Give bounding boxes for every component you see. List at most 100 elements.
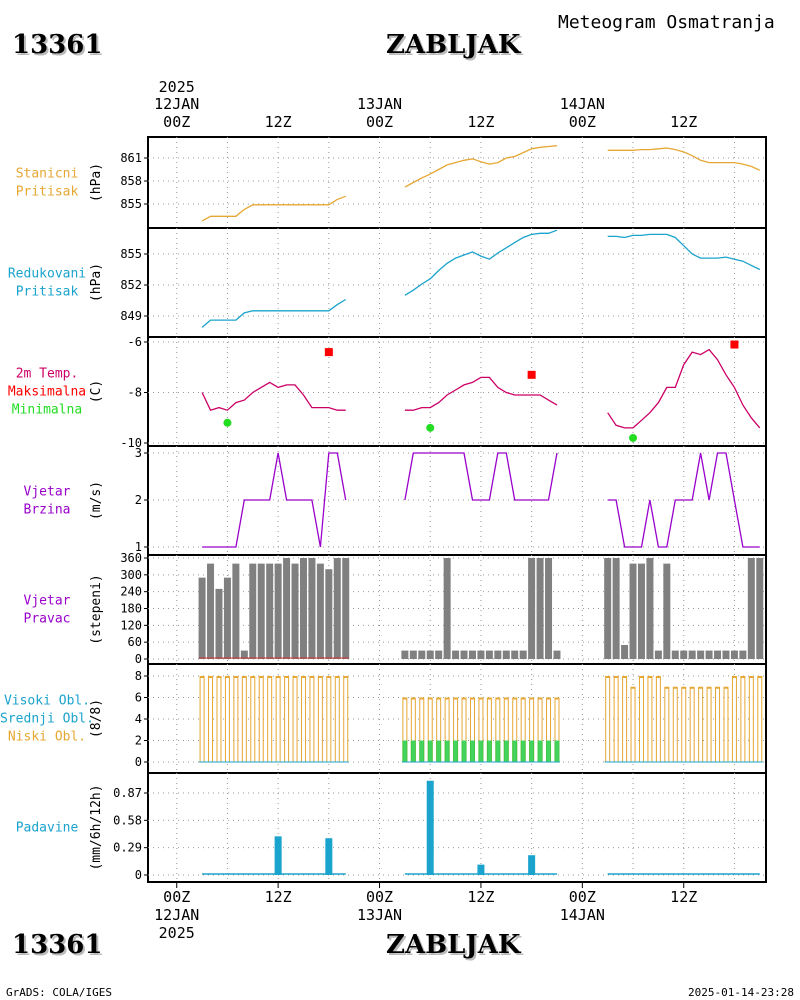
ytick-label: 849 (120, 309, 142, 323)
direction-bar (283, 558, 291, 659)
cloud-low-bar-inner (648, 678, 652, 762)
cloud-low-bar-inner (623, 678, 627, 762)
direction-bar (637, 563, 645, 659)
direction-bar (545, 558, 553, 659)
cloud-low-bar-inner (639, 678, 643, 762)
bottom-year-label: 2025 (159, 924, 195, 942)
ytick-label: 852 (120, 278, 142, 292)
ytick-label: 0.29 (113, 841, 142, 855)
cloud-low-bar-inner (293, 678, 297, 762)
station-id-top: 13361 (12, 30, 103, 60)
cloud-low-bar-inner (335, 678, 339, 762)
bottom-hour-label: 00Z (569, 888, 596, 906)
direction-bar (553, 650, 561, 659)
direction-bar (739, 650, 747, 659)
ytick-label: 2 (135, 493, 142, 507)
direction-bar (198, 577, 206, 659)
cloud-mid-bar (495, 740, 501, 762)
ylabel-cloud_cover: (8/8) (89, 699, 104, 738)
cloud-low-bar-inner (200, 678, 204, 762)
direction-bar (604, 558, 612, 659)
series-line-station_pressure (607, 147, 761, 171)
cloud-low-bar-inner (217, 678, 221, 762)
cloud-low-bar-inner (606, 678, 610, 762)
top-hour-label: 00Z (569, 113, 596, 131)
cloud-low-bar-inner (209, 678, 213, 762)
direction-bar (266, 563, 274, 659)
cloud-low-bar-inner (665, 688, 669, 762)
top-day-label: 12JAN (154, 95, 199, 113)
series-line-reduced_pressure (607, 233, 761, 271)
cloud-low-bar-inner (268, 678, 272, 762)
cloud-low-bar-inner (301, 678, 305, 762)
cloud-mid-bar (554, 740, 560, 762)
bottom-day-label: 14JAN (560, 906, 605, 924)
direction-bar (401, 650, 409, 659)
cloud-low-bar-inner (707, 688, 711, 762)
cloud-low-bar-inner (242, 678, 246, 762)
station-id-bottom: 13361 (12, 930, 103, 960)
cloud-low-bar-inner (513, 699, 517, 762)
direction-bar (342, 558, 350, 659)
cloud-low-bar-inner (690, 688, 694, 762)
ytick-label: -10 (120, 436, 142, 450)
bottom-hour-label: 00Z (163, 888, 190, 906)
series-line-station_pressure (404, 145, 558, 188)
panel-frame-temperature (147, 336, 767, 447)
direction-bar (232, 563, 240, 659)
tmax-marker (527, 370, 536, 379)
cloud-mid-bar (427, 740, 433, 762)
direction-bar (485, 650, 493, 659)
cloud-mid-bar (520, 740, 526, 762)
cloud-low-bar-inner (276, 678, 280, 762)
tmin-marker (629, 433, 638, 442)
bottom-day-label: 12JAN (154, 906, 199, 924)
cloud-low-bar-inner (225, 678, 229, 762)
ytick-label: 861 (120, 151, 142, 165)
cloud-mid-bar (503, 740, 509, 762)
direction-bar (316, 563, 324, 659)
ytick-label: 0 (135, 652, 142, 666)
direction-bar (654, 650, 662, 659)
cloud-low-bar-inner (547, 699, 551, 762)
series-line-reduced_pressure (404, 229, 558, 296)
ytick-label: 300 (120, 568, 142, 582)
cloud-low-bar-inner (682, 688, 686, 762)
ytick-label: 0.58 (113, 813, 142, 827)
series-line-temperature (404, 376, 558, 411)
direction-bar (435, 650, 443, 659)
direction-bar (240, 650, 248, 659)
ytick-label: -8 (128, 386, 142, 400)
panel-label-temperature: 2m Temp. (16, 367, 79, 382)
top-day-label: 13JAN (357, 95, 402, 113)
cloud-mid-bar (436, 740, 442, 762)
cloud-low-bar-inner (285, 678, 289, 762)
top-hour-label: 00Z (163, 113, 190, 131)
cloud-mid-bar (453, 740, 459, 762)
ylabel-wind_speed: (m/s) (89, 481, 104, 520)
chart-title: Meteogram Osmatranja (558, 12, 775, 33)
cloud-mid-bar (469, 740, 475, 762)
direction-bar (409, 650, 417, 659)
bottom-hour-label: 12Z (467, 888, 494, 906)
cloud-low-bar-inner (327, 678, 331, 762)
cloud-mid-bar (546, 740, 552, 762)
direction-bar (299, 558, 307, 659)
cloud-low-bar-inner (699, 688, 703, 762)
ytick-label: 1 (135, 540, 142, 554)
cloud-low-bar-inner (614, 678, 618, 762)
panel-label-station_pressure: Pritisak (16, 185, 79, 200)
bottom-hour-label: 12Z (265, 888, 292, 906)
cloud-low-bar-inner (504, 699, 508, 762)
direction-bar (249, 563, 257, 659)
ytick-label: 0.87 (113, 786, 142, 800)
direction-bar (325, 569, 333, 659)
panel-label-precipitation: Padavine (16, 821, 79, 836)
series-line-reduced_pressure (201, 298, 347, 328)
direction-bar (730, 650, 738, 659)
cloud-mid-bar (410, 740, 416, 762)
cloud-low-bar-inner (234, 678, 238, 762)
ytick-label: 8 (135, 669, 142, 683)
direction-bar (621, 644, 629, 659)
